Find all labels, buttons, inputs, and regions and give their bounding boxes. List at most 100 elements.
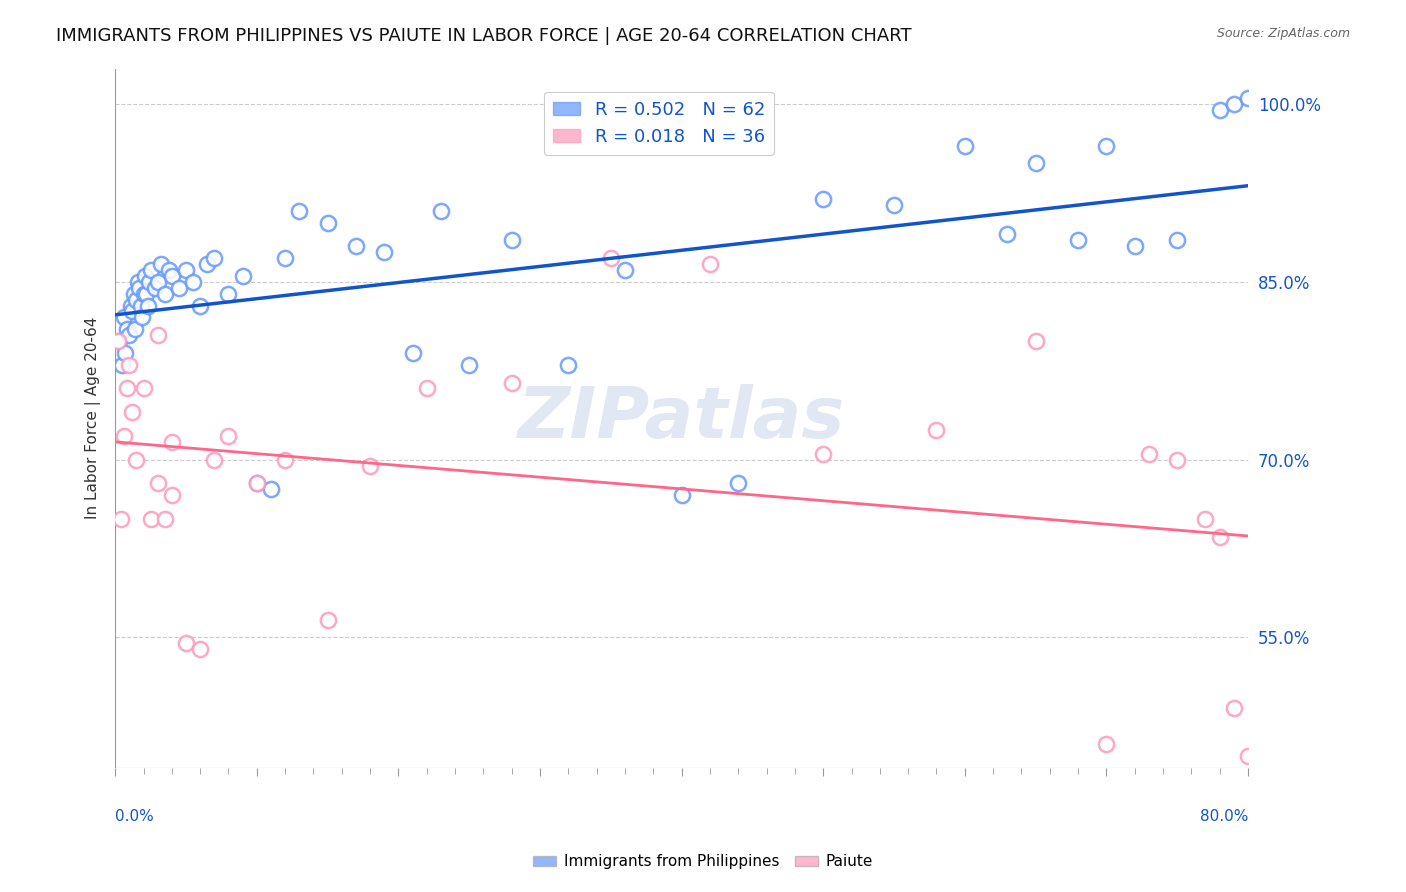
Point — [146, 275, 169, 289]
Y-axis label: In Labor Force | Age 20-64: In Labor Force | Age 20-64 — [86, 317, 101, 519]
Point — [107, 334, 129, 348]
Point — [153, 512, 176, 526]
Point — [138, 275, 160, 289]
Point — [274, 251, 297, 265]
Point — [1067, 233, 1090, 247]
Point — [111, 358, 134, 372]
Point — [316, 613, 339, 627]
Legend: R = 0.502   N = 62, R = 0.018   N = 36: R = 0.502 N = 62, R = 0.018 N = 36 — [544, 92, 773, 154]
Point — [811, 447, 834, 461]
Point — [260, 482, 283, 496]
Point — [1137, 447, 1160, 461]
Point — [188, 299, 211, 313]
Point — [202, 452, 225, 467]
Point — [430, 203, 453, 218]
Legend: Immigrants from Philippines, Paiute: Immigrants from Philippines, Paiute — [527, 848, 879, 875]
Point — [359, 458, 381, 473]
Point — [995, 227, 1018, 242]
Text: 0.0%: 0.0% — [115, 809, 153, 824]
Text: 80.0%: 80.0% — [1199, 809, 1249, 824]
Point — [108, 334, 131, 348]
Point — [316, 216, 339, 230]
Point — [127, 275, 149, 289]
Point — [115, 382, 138, 396]
Point — [160, 488, 183, 502]
Point — [1166, 233, 1188, 247]
Point — [167, 281, 190, 295]
Point — [136, 299, 159, 313]
Point — [181, 275, 204, 289]
Point — [114, 346, 136, 360]
Point — [118, 328, 141, 343]
Point — [174, 636, 197, 650]
Point — [613, 263, 636, 277]
Point — [128, 281, 150, 295]
Point — [115, 322, 138, 336]
Point — [112, 429, 135, 443]
Point — [160, 434, 183, 449]
Point — [458, 358, 481, 372]
Point — [139, 263, 162, 277]
Point — [217, 286, 239, 301]
Point — [1223, 97, 1246, 112]
Point — [1208, 530, 1230, 544]
Point — [274, 452, 297, 467]
Point — [811, 192, 834, 206]
Point — [146, 476, 169, 491]
Point — [727, 476, 749, 491]
Point — [157, 263, 180, 277]
Point — [1025, 156, 1047, 170]
Text: IMMIGRANTS FROM PHILIPPINES VS PAIUTE IN LABOR FORCE | AGE 20-64 CORRELATION CHA: IMMIGRANTS FROM PHILIPPINES VS PAIUTE IN… — [56, 27, 912, 45]
Point — [415, 382, 437, 396]
Point — [953, 138, 976, 153]
Point — [671, 488, 693, 502]
Point — [1095, 138, 1118, 153]
Point — [121, 405, 143, 419]
Point — [110, 512, 132, 526]
Point — [501, 376, 523, 390]
Point — [1025, 334, 1047, 348]
Text: ZIPatlas: ZIPatlas — [517, 384, 845, 452]
Point — [401, 346, 423, 360]
Point — [246, 476, 269, 491]
Point — [501, 233, 523, 247]
Point — [883, 198, 905, 212]
Point — [1237, 748, 1260, 763]
Point — [132, 382, 155, 396]
Point — [125, 293, 148, 307]
Point — [699, 257, 721, 271]
Point — [246, 476, 269, 491]
Point — [1194, 512, 1216, 526]
Point — [146, 328, 169, 343]
Point — [373, 245, 395, 260]
Point — [1208, 103, 1230, 117]
Point — [174, 263, 197, 277]
Point — [232, 268, 254, 283]
Point — [134, 268, 156, 283]
Point — [288, 203, 311, 218]
Point — [122, 286, 145, 301]
Point — [202, 251, 225, 265]
Point — [599, 251, 621, 265]
Point — [195, 257, 218, 271]
Point — [160, 268, 183, 283]
Point — [121, 304, 143, 318]
Point — [125, 452, 148, 467]
Point — [1166, 452, 1188, 467]
Point — [112, 310, 135, 325]
Point — [139, 512, 162, 526]
Point — [217, 429, 239, 443]
Point — [149, 257, 172, 271]
Point — [1237, 91, 1260, 105]
Point — [1095, 737, 1118, 751]
Point — [1123, 239, 1146, 253]
Point — [124, 322, 146, 336]
Point — [132, 286, 155, 301]
Point — [344, 239, 367, 253]
Point — [557, 358, 579, 372]
Point — [143, 281, 166, 295]
Text: Source: ZipAtlas.com: Source: ZipAtlas.com — [1216, 27, 1350, 40]
Point — [118, 358, 141, 372]
Point — [129, 299, 152, 313]
Point — [153, 286, 176, 301]
